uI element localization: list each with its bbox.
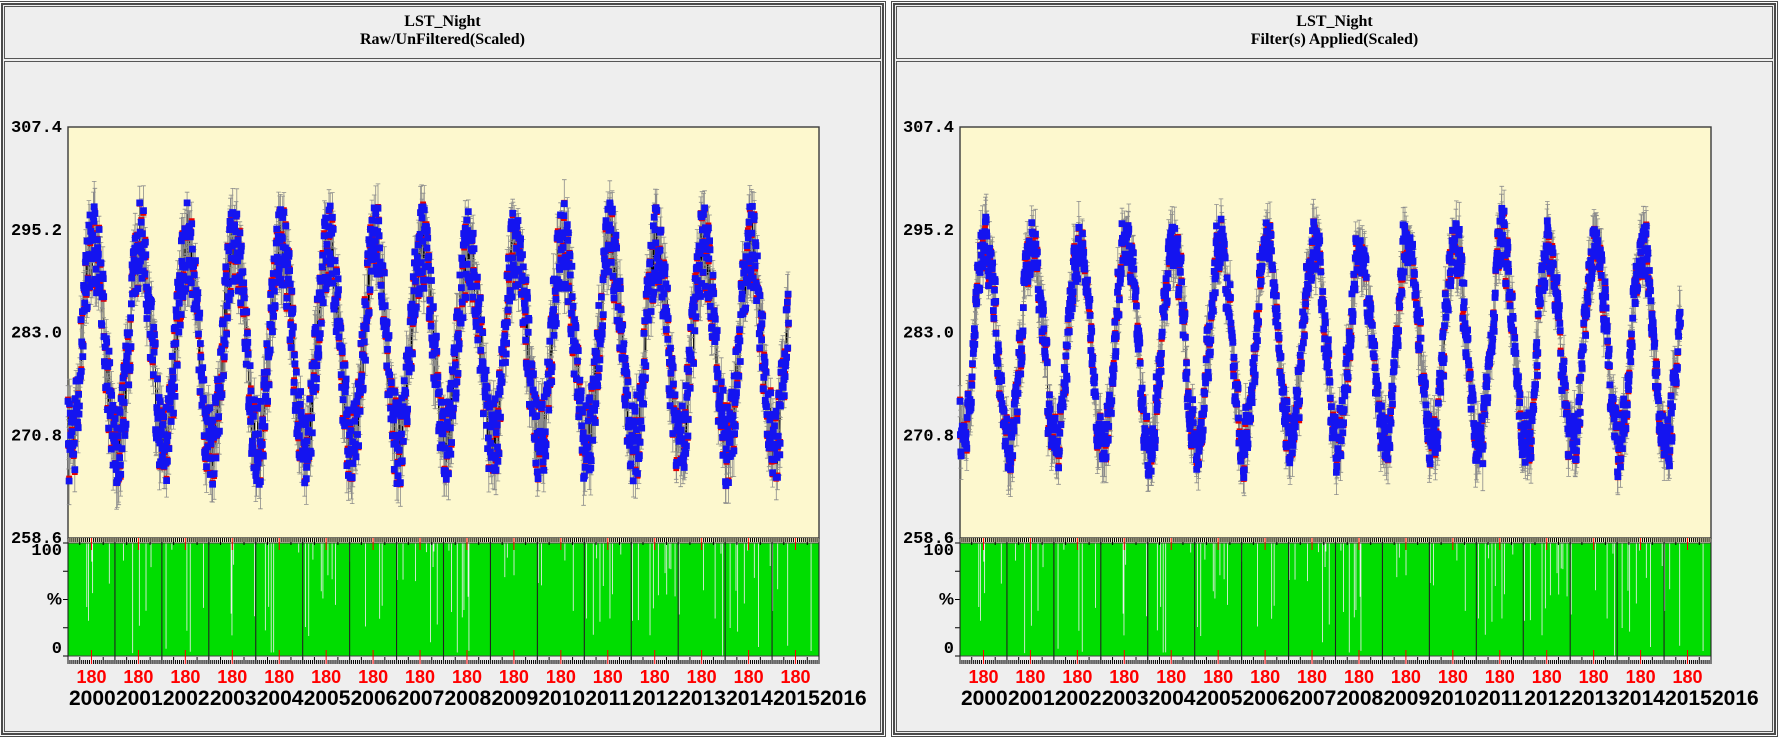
svg-text:180: 180 [123, 667, 153, 687]
svg-text:180: 180 [1156, 667, 1186, 687]
svg-text:180: 180 [640, 667, 670, 687]
svg-text:180: 180 [734, 667, 764, 687]
svg-text:2005: 2005 [304, 687, 351, 710]
svg-text:100: 100 [31, 542, 62, 561]
svg-text:283.0: 283.0 [903, 325, 954, 344]
svg-text:2010: 2010 [538, 687, 585, 710]
svg-text:180: 180 [264, 667, 294, 687]
svg-text:2005: 2005 [1196, 687, 1243, 710]
svg-text:283.0: 283.0 [11, 325, 62, 344]
svg-text:180: 180 [1062, 667, 1092, 687]
svg-text:307.4: 307.4 [11, 119, 62, 138]
svg-text:2006: 2006 [1243, 687, 1290, 710]
svg-text:100: 100 [923, 542, 954, 561]
svg-text:180: 180 [170, 667, 200, 687]
svg-text:180: 180 [452, 667, 482, 687]
svg-text:180: 180 [217, 667, 247, 687]
svg-text:2000: 2000 [69, 687, 116, 710]
svg-text:270.8: 270.8 [11, 427, 62, 446]
svg-text:2011: 2011 [585, 687, 631, 710]
svg-text:180: 180 [1250, 667, 1280, 687]
svg-text:180: 180 [1673, 667, 1703, 687]
svg-text:2009: 2009 [1383, 687, 1430, 710]
svg-text:2015: 2015 [773, 687, 820, 710]
svg-text:180: 180 [968, 667, 998, 687]
svg-text:2002: 2002 [163, 687, 210, 710]
svg-text:180: 180 [593, 667, 623, 687]
svg-text:180: 180 [1391, 667, 1421, 687]
svg-text:2013: 2013 [1571, 687, 1618, 710]
svg-text:307.4: 307.4 [903, 119, 954, 138]
svg-text:180: 180 [499, 667, 529, 687]
svg-text:180: 180 [1203, 667, 1233, 687]
svg-text:2015: 2015 [1665, 687, 1712, 710]
svg-text:2009: 2009 [491, 687, 538, 710]
svg-text:2004: 2004 [257, 687, 304, 710]
svg-text:270.8: 270.8 [903, 427, 954, 446]
svg-text:2000: 2000 [961, 687, 1008, 710]
svg-text:180: 180 [1297, 667, 1327, 687]
svg-text:0: 0 [944, 640, 954, 659]
svg-text:295.2: 295.2 [11, 222, 62, 241]
svg-text:0: 0 [52, 640, 62, 659]
svg-text:180: 180 [1438, 667, 1468, 687]
svg-text:2014: 2014 [1618, 687, 1665, 710]
svg-text:2016: 2016 [1712, 687, 1759, 710]
svg-text:2007: 2007 [398, 687, 445, 710]
svg-text:2008: 2008 [445, 687, 492, 710]
svg-text:2012: 2012 [1524, 687, 1571, 710]
svg-text:%: % [47, 590, 62, 609]
svg-text:180: 180 [687, 667, 717, 687]
svg-text:2003: 2003 [210, 687, 257, 710]
svg-text:180: 180 [1532, 667, 1562, 687]
svg-text:2002: 2002 [1055, 687, 1102, 710]
svg-text:180: 180 [311, 667, 341, 687]
svg-text:180: 180 [1579, 667, 1609, 687]
svg-text:2010: 2010 [1430, 687, 1477, 710]
svg-text:180: 180 [1626, 667, 1656, 687]
svg-text:180: 180 [1015, 667, 1045, 687]
svg-text:180: 180 [546, 667, 576, 687]
svg-text:2004: 2004 [1149, 687, 1196, 710]
svg-text:180: 180 [1485, 667, 1515, 687]
svg-text:2008: 2008 [1337, 687, 1384, 710]
svg-text:180: 180 [405, 667, 435, 687]
svg-text:2016: 2016 [820, 687, 867, 710]
svg-text:295.2: 295.2 [903, 222, 954, 241]
svg-text:2006: 2006 [351, 687, 398, 710]
svg-text:2012: 2012 [632, 687, 679, 710]
svg-text:2013: 2013 [679, 687, 726, 710]
svg-text:2001: 2001 [1008, 687, 1055, 710]
svg-text:180: 180 [358, 667, 388, 687]
svg-text:180: 180 [781, 667, 811, 687]
svg-text:2001: 2001 [116, 687, 163, 710]
svg-text:2003: 2003 [1102, 687, 1149, 710]
svg-text:2014: 2014 [726, 687, 773, 710]
svg-text:2011: 2011 [1477, 687, 1523, 710]
svg-text:2007: 2007 [1290, 687, 1337, 710]
svg-text:%: % [939, 590, 954, 609]
svg-text:180: 180 [1344, 667, 1374, 687]
svg-text:180: 180 [76, 667, 106, 687]
svg-text:180: 180 [1109, 667, 1139, 687]
